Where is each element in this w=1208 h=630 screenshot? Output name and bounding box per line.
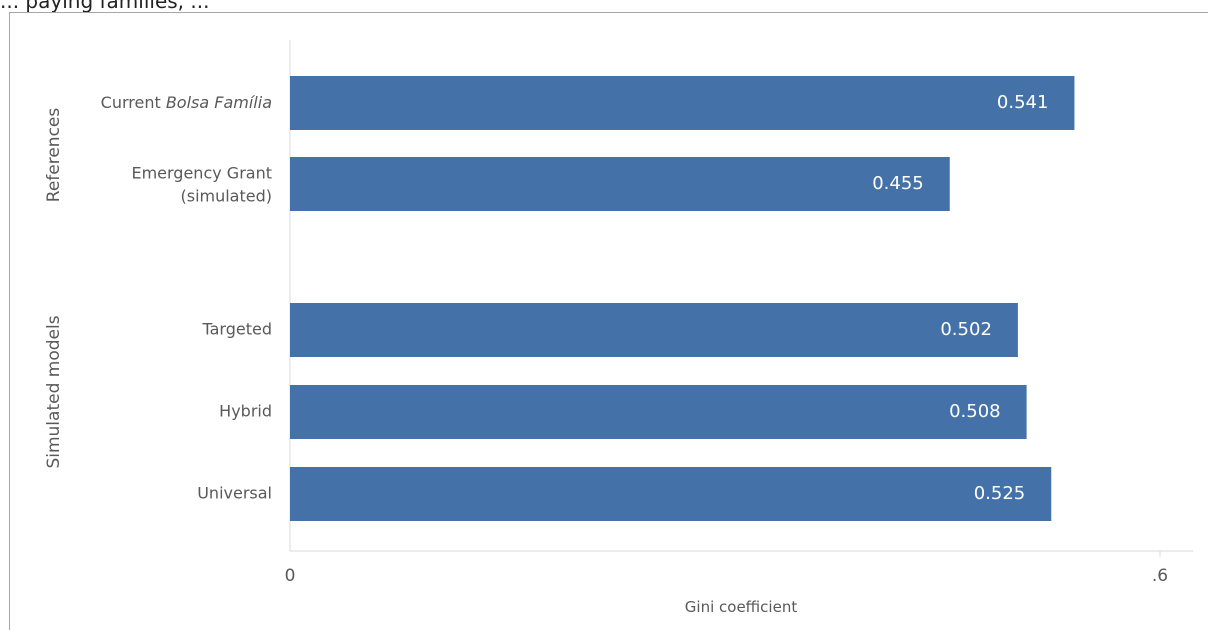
category-label-plain: Current (101, 93, 166, 112)
bar-value-label-0-0: 0.541 (997, 92, 1049, 113)
caption-text: ... paying families, ... (0, 0, 210, 13)
chart-frame (9, 12, 1208, 630)
bar-value-label-1-2: 0.525 (974, 483, 1026, 504)
x-tick-label-0.6: .6 (1152, 566, 1168, 586)
group-label-simulated-models: Simulated models (44, 315, 64, 468)
category-label-emergency-grant-line2: (simulated) (180, 187, 272, 206)
bar-value-label-0-1: 0.455 (872, 173, 924, 194)
category-label-emergency-grant-line1: Emergency Grant (131, 164, 272, 183)
group-label-references: References (44, 108, 64, 203)
x-tick-label-0: 0 (285, 566, 296, 586)
bar-1-2 (290, 467, 1052, 521)
bar-1-1 (290, 385, 1027, 439)
bar-1-0 (290, 303, 1018, 357)
category-label-hybrid: Hybrid (219, 402, 272, 421)
bar-value-label-1-1: 0.508 (949, 401, 1001, 422)
bar-0-1 (290, 157, 950, 211)
bar-value-label-1-0: 0.502 (940, 319, 992, 340)
category-label-universal: Universal (197, 484, 272, 503)
category-label-targeted: Targeted (202, 320, 273, 339)
bar-0-0 (290, 76, 1075, 130)
category-label-italic: Bolsa Família (166, 93, 272, 112)
category-label-current-bolsa-familia: Current Bolsa Família (101, 93, 272, 112)
bars-group: 0.541 0.455 0.502 0.508 0.525 (290, 76, 1075, 521)
x-axis-title: Gini coefficient (685, 598, 798, 616)
